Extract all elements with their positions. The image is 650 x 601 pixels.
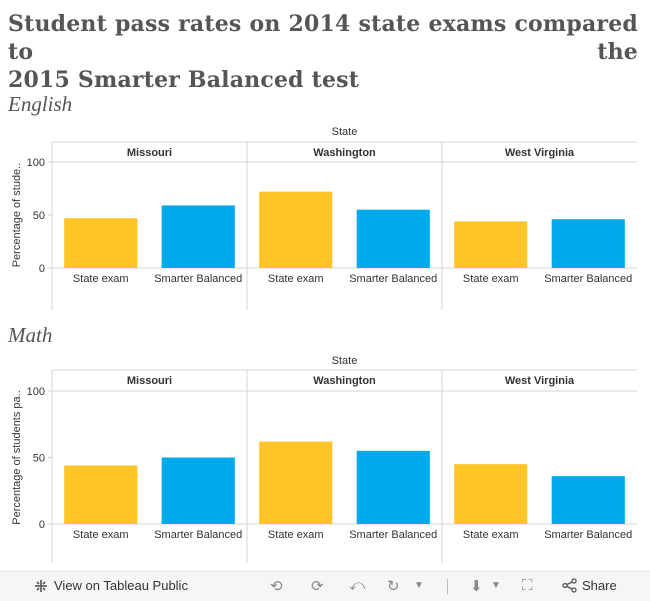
english-chart: State 0 50 100 Percentage of stude.. Missouri… bbox=[11, 126, 637, 310]
bar-missouri-state-exam bbox=[64, 218, 138, 268]
section-heading-english: English bbox=[8, 92, 73, 116]
y-axis-title: Percentage of stude.. bbox=[11, 163, 23, 268]
bar-washington-state-exam bbox=[259, 441, 333, 524]
x-tick-label-state-exam: State exam bbox=[268, 529, 324, 541]
x-tick-label-state-exam: State exam bbox=[268, 273, 324, 285]
y-tick-label-100: 100 bbox=[27, 157, 45, 169]
y-tick-label-0: 0 bbox=[39, 263, 45, 275]
y-tick-label-100: 100 bbox=[27, 386, 45, 398]
section-heading-math: Math bbox=[8, 323, 53, 347]
x-tick-label-smarter-balanced: Smarter Balanced bbox=[154, 529, 242, 541]
x-tick-label-smarter-balanced: Smarter Balanced bbox=[154, 273, 242, 285]
title-line-2: 2015 Smarter Balanced test bbox=[8, 67, 360, 93]
download-icon[interactable]: ⬇ bbox=[470, 578, 483, 595]
panel-header-washington: Washington bbox=[313, 375, 376, 387]
refresh-icon[interactable]: ↻ bbox=[387, 578, 400, 595]
download-dropdown-icon[interactable]: ▼ bbox=[491, 580, 501, 591]
column-header-label: State bbox=[332, 355, 358, 367]
view-on-tableau-label: View on Tableau Public bbox=[54, 578, 188, 593]
share-icon bbox=[562, 578, 577, 593]
bar-washington-smarter-balanced bbox=[356, 450, 430, 524]
bar-missouri-smarter-balanced bbox=[161, 457, 235, 524]
x-tick-label-smarter-balanced: Smarter Balanced bbox=[544, 273, 632, 285]
y-tick-label-50: 50 bbox=[33, 210, 45, 222]
bar-west-virginia-smarter-balanced bbox=[551, 476, 625, 524]
bar-washington-smarter-balanced bbox=[356, 209, 430, 268]
x-tick-label-smarter-balanced: Smarter Balanced bbox=[544, 529, 632, 541]
view-on-tableau-link[interactable]: View on Tableau Public bbox=[34, 578, 188, 593]
panel-header-missouri: Missouri bbox=[127, 375, 172, 387]
title-line-1: Student pass rates on 2014 state exams c… bbox=[8, 11, 638, 65]
x-tick-label-smarter-balanced: Smarter Balanced bbox=[349, 529, 437, 541]
undo-icon[interactable]: ⟲ bbox=[270, 578, 283, 595]
bar-west-virginia-state-exam bbox=[454, 221, 528, 268]
refresh-dropdown-icon[interactable]: ▼ bbox=[414, 580, 424, 591]
x-tick-label-state-exam: State exam bbox=[463, 529, 519, 541]
page-title: Student pass rates on 2014 state exams c… bbox=[8, 10, 638, 94]
panel-header-washington: Washington bbox=[313, 147, 376, 159]
bar-missouri-state-exam bbox=[64, 465, 138, 524]
y-axis-title: Percentage of students pa.. bbox=[11, 390, 23, 525]
x-tick-label-state-exam: State exam bbox=[73, 273, 129, 285]
column-header-label: State bbox=[332, 126, 358, 138]
bar-west-virginia-smarter-balanced bbox=[551, 219, 625, 268]
y-tick-label-0: 0 bbox=[39, 519, 45, 531]
tableau-logo-icon bbox=[35, 579, 47, 592]
x-tick-label-state-exam: State exam bbox=[73, 529, 129, 541]
toolbar-divider bbox=[447, 579, 448, 594]
bar-missouri-smarter-balanced bbox=[161, 205, 235, 268]
bar-washington-state-exam bbox=[259, 191, 333, 268]
fullscreen-icon[interactable]: ⛶ bbox=[522, 577, 533, 594]
panel-header-missouri: Missouri bbox=[127, 147, 172, 159]
panel-header-west-virginia: West Virginia bbox=[505, 147, 575, 159]
footer-toolbar: View on Tableau Public ⟲ ⟳ ⤺ ↻ ▼ ⬇ ▼ ⛶ S… bbox=[0, 571, 650, 601]
bar-west-virginia-state-exam bbox=[454, 464, 528, 524]
y-tick-label-50: 50 bbox=[33, 453, 45, 465]
revert-icon[interactable]: ⤺ bbox=[349, 577, 366, 594]
math-chart: State 0 50 100 Percentage of students pa.. Mi… bbox=[11, 355, 637, 563]
share-label: Share bbox=[582, 578, 617, 593]
panel-header-west-virginia: West Virginia bbox=[505, 375, 575, 387]
x-tick-label-smarter-balanced: Smarter Balanced bbox=[349, 273, 437, 285]
redo-icon[interactable]: ⟳ bbox=[311, 578, 324, 595]
x-tick-label-state-exam: State exam bbox=[463, 273, 519, 285]
share-button[interactable]: Share bbox=[562, 578, 617, 593]
